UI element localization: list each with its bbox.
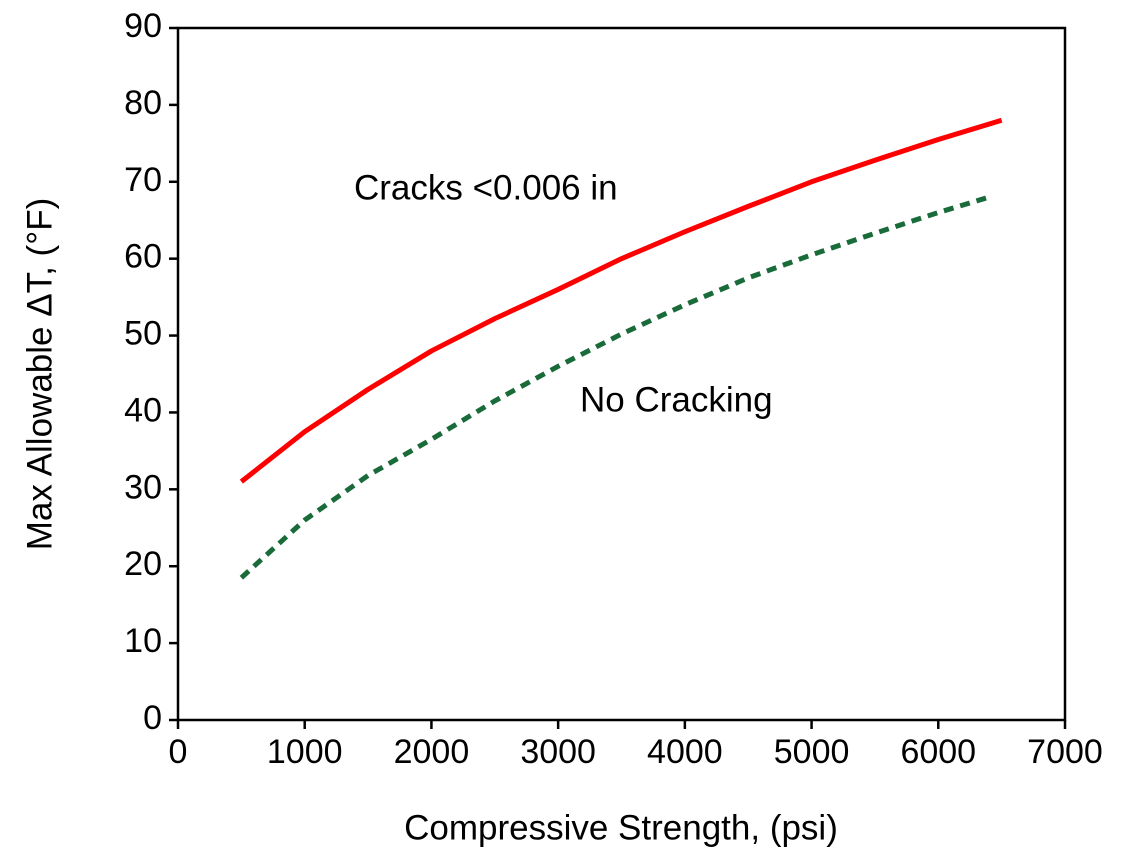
y-tick-label: 30 xyxy=(124,468,162,506)
y-tick-label: 40 xyxy=(124,391,162,429)
x-tick-label: 0 xyxy=(169,733,188,771)
annotation: No Cracking xyxy=(580,380,773,419)
x-axis-title: Compressive Strength, (psi) xyxy=(404,808,838,847)
y-tick-label: 80 xyxy=(124,84,162,122)
annotation: Cracks <0.006 in xyxy=(354,168,618,207)
y-tick-label: 60 xyxy=(124,238,162,276)
x-tick-label: 7000 xyxy=(1027,733,1103,771)
y-axis-title: Max Allowable ΔT, (°F) xyxy=(20,198,59,550)
x-tick-label: 1000 xyxy=(267,733,343,771)
data-line xyxy=(239,117,1003,484)
x-tick-label: 2000 xyxy=(394,733,470,771)
y-tick-label: 70 xyxy=(124,161,162,199)
y-tick-label: 50 xyxy=(124,315,162,353)
x-tick-label: 4000 xyxy=(647,733,723,771)
y-tick-label: 90 xyxy=(124,7,162,45)
x-tick-label: 3000 xyxy=(520,733,596,771)
y-tick-label: 20 xyxy=(124,545,162,583)
y-tick-label: 0 xyxy=(143,699,162,737)
y-tick-label: 10 xyxy=(124,622,162,660)
x-tick-label: 6000 xyxy=(900,733,976,771)
plot-frame xyxy=(176,26,1067,722)
x-tick-label: 5000 xyxy=(774,733,850,771)
